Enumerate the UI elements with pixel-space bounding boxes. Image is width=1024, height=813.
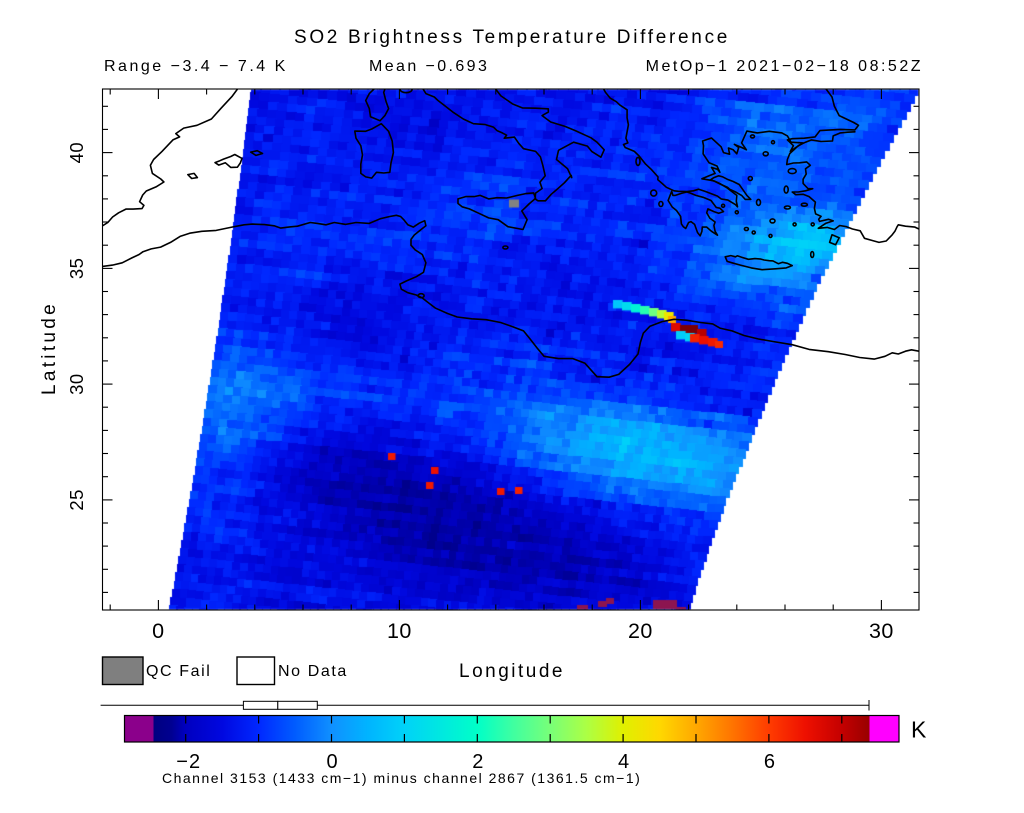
svg-text:−2: −2 [176, 751, 201, 773]
svg-text:Range −3.4 − 7.4 K: Range −3.4 − 7.4 K [104, 58, 288, 75]
svg-text:40: 40 [66, 142, 87, 164]
svg-text:35: 35 [66, 258, 87, 280]
svg-text:25: 25 [66, 489, 87, 511]
svg-text:Channel 3153 (1433 cm−1) minus: Channel 3153 (1433 cm−1) minus channel 2… [162, 770, 641, 786]
svg-text:20: 20 [628, 619, 653, 643]
svg-text:No Data: No Data [278, 663, 348, 680]
svg-text:K: K [911, 717, 927, 743]
svg-text:0: 0 [326, 751, 338, 773]
svg-text:Longitude: Longitude [459, 661, 565, 682]
svg-text:QC Fail: QC Fail [146, 663, 211, 680]
svg-text:10: 10 [387, 619, 412, 643]
svg-text:Latitude: Latitude [39, 301, 60, 395]
svg-text:MetOp−1 2021−02−18 08:52Z: MetOp−1 2021−02−18 08:52Z [646, 58, 923, 75]
svg-text:Mean −0.693: Mean −0.693 [369, 58, 489, 75]
svg-text:4: 4 [618, 751, 630, 773]
svg-text:0: 0 [152, 619, 164, 643]
svg-text:30: 30 [66, 373, 87, 395]
svg-text:SO2 Brightness Temperature Dif: SO2 Brightness Temperature Difference [294, 27, 730, 48]
svg-text:30: 30 [869, 619, 894, 643]
svg-text:2: 2 [472, 751, 484, 773]
svg-text:6: 6 [764, 751, 776, 773]
